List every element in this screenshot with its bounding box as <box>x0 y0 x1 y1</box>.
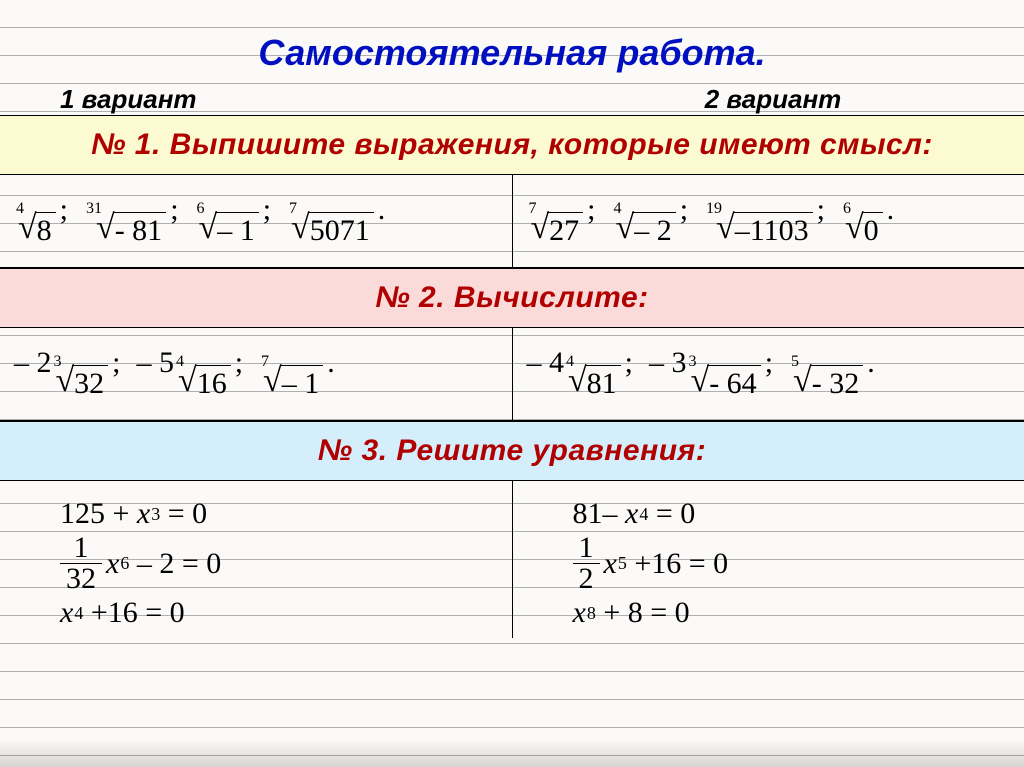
radical-expression: 6√– 1; <box>195 193 274 249</box>
radical-expression: 7√5071. <box>287 193 387 249</box>
equation: x8 + 8 = 0 <box>573 596 1015 630</box>
task-2-row: – 23√32;– 54√16;7√– 1. – 44√81;– 33√- 64… <box>0 328 1024 421</box>
radical-expression: – 44√81; <box>527 346 636 402</box>
radical-expression: 7√– 1. <box>259 346 337 402</box>
radical-expression: – 54√16; <box>137 346 246 402</box>
radical-expression: – 33√- 64; <box>649 346 775 402</box>
radical-expression: 7√27; <box>527 193 598 249</box>
variant-1-label: 1 вариант <box>40 84 482 115</box>
worksheet: Самостоятельная работа. 1 вариант 2 вари… <box>0 0 1024 638</box>
equation: 1 32 x6 – 2 = 0 <box>60 533 502 594</box>
task-3-header: № 3. Решите уравнения: <box>0 421 1024 481</box>
equation: 81 – x4 = 0 <box>573 497 1015 531</box>
task-2-variant-2: – 44√81;– 33√- 64;5√- 32. <box>513 328 1024 420</box>
variant-row: 1 вариант 2 вариант <box>0 84 1024 115</box>
task-2-variant-1: – 23√32;– 54√16;7√– 1. <box>0 328 513 420</box>
task-3-variant-1: 125 + x3 = 0 1 32 x6 – 2 = 0 x4 <box>0 481 513 638</box>
radical-expression: – 23√32; <box>14 346 123 402</box>
task-1-variant-2: 7√27;4√– 2;19√–1103; 6√0. <box>513 175 1024 267</box>
radical-expression: 4√– 2; <box>612 193 691 249</box>
radical-expression: 6√0. <box>841 193 896 249</box>
task-3-variant-2: 81 – x4 = 0 1 2 x5 +16 = 0 x8 <box>513 481 1024 638</box>
task-2-header: № 2. Вычислите: <box>0 268 1024 328</box>
variant-2-label: 2 вариант <box>482 84 984 115</box>
radical-expression: 5√- 32. <box>789 346 877 402</box>
radical-expression: 31√- 81; <box>84 193 181 249</box>
radical-expression: 19√–1103; <box>704 193 827 249</box>
task-1-header: № 1. Выпишите выражения, которые имеют с… <box>0 115 1024 175</box>
task-1-variant-1: 4√8;31√- 81;6√– 1;7√5071. <box>0 175 513 267</box>
task-3-row: 125 + x3 = 0 1 32 x6 – 2 = 0 x4 <box>0 481 1024 638</box>
radical-expression: 4√8; <box>14 193 70 249</box>
equation: 125 + x3 = 0 <box>60 497 502 531</box>
page-title: Самостоятельная работа. <box>0 0 1024 84</box>
equation: 1 2 x5 +16 = 0 <box>573 533 1015 594</box>
task-1-row: 4√8;31√- 81;6√– 1;7√5071. 7√27;4√– 2;19√… <box>0 175 1024 268</box>
equation: x4 +16 = 0 <box>60 596 502 630</box>
